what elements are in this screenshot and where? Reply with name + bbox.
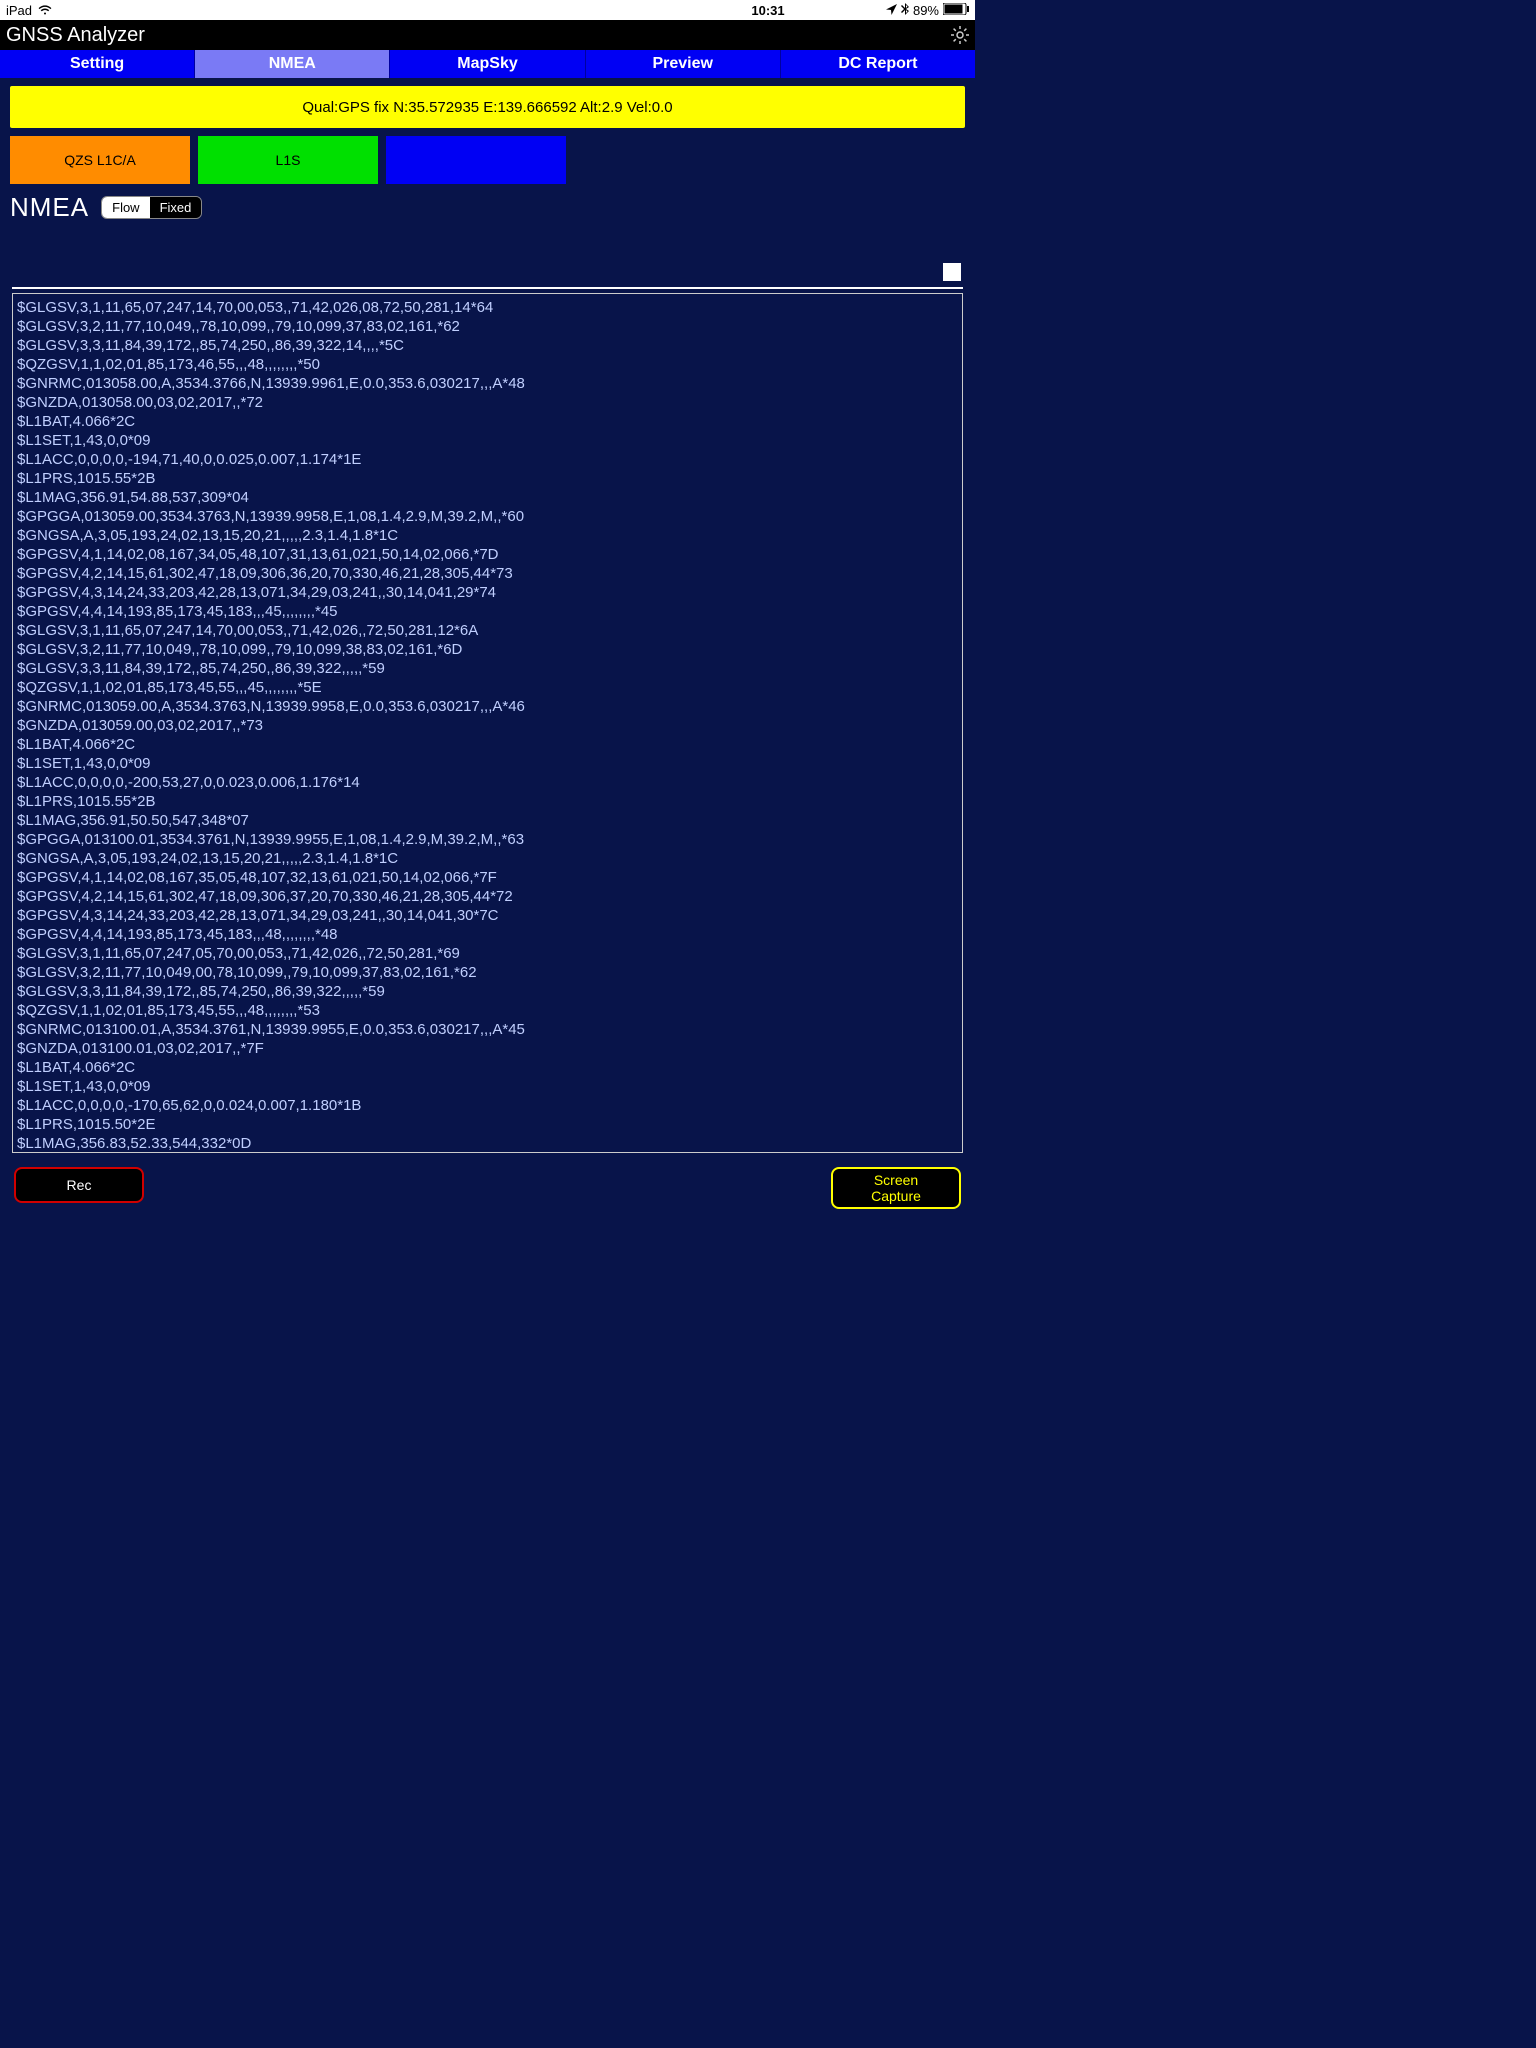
gear-icon[interactable] bbox=[951, 26, 969, 44]
log-line: $QZGSV,1,1,02,01,85,173,45,55,,,48,,,,,,… bbox=[17, 1001, 958, 1020]
divider bbox=[12, 287, 963, 289]
log-line: $GLGSV,3,1,11,65,07,247,14,70,00,053,,71… bbox=[17, 298, 958, 317]
log-line: $L1PRS,1015.55*2B bbox=[17, 792, 958, 811]
log-line: $GNRMC,013058.00,A,3534.3766,N,13939.996… bbox=[17, 374, 958, 393]
log-line: $GLGSV,3,3,11,84,39,172,,85,74,250,,86,3… bbox=[17, 982, 958, 1001]
location-icon bbox=[886, 3, 897, 18]
chip-qzs[interactable]: QZS L1C/A bbox=[10, 136, 190, 184]
log-line: $GNZDA,013059.00,03,02,2017,,*73 bbox=[17, 716, 958, 735]
battery-icon bbox=[943, 3, 969, 18]
tab-dcreport[interactable]: DC Report bbox=[781, 50, 975, 78]
log-line: $L1ACC,0,0,0,0,-170,65,62,0,0.024,0.007,… bbox=[17, 1096, 958, 1115]
log-line: $GLGSV,3,2,11,77,10,049,00,78,10,099,,79… bbox=[17, 963, 958, 982]
battery-pct: 89% bbox=[913, 3, 939, 18]
log-line: $L1BAT,4.066*2C bbox=[17, 735, 958, 754]
log-line: $GLGSV,3,3,11,84,39,172,,85,74,250,,86,3… bbox=[17, 336, 958, 355]
log-line: $L1ACC,0,0,0,0,-194,71,40,0,0.025,0.007,… bbox=[17, 450, 958, 469]
ios-status-bar: iPad 10:31 89% bbox=[0, 0, 975, 20]
segment-fixed[interactable]: Fixed bbox=[150, 197, 202, 218]
log-line: $L1BAT,4.066*2C bbox=[17, 412, 958, 431]
log-line: $GNGSA,A,3,05,193,24,02,13,15,20,21,,,,,… bbox=[17, 526, 958, 545]
log-line: $QZGSV,1,1,02,01,85,173,45,55,,,45,,,,,,… bbox=[17, 678, 958, 697]
log-line: $L1BAT,4.066*2C bbox=[17, 1058, 958, 1077]
log-line: $GLGSV,3,1,11,65,07,247,05,70,00,053,,71… bbox=[17, 944, 958, 963]
chip-l1s[interactable]: L1S bbox=[198, 136, 378, 184]
log-line: $GLGSV,3,3,11,84,39,172,,85,74,250,,86,3… bbox=[17, 659, 958, 678]
chip-connected[interactable]: Connected bbox=[386, 136, 566, 184]
log-line: $L1PRS,1015.55*2B bbox=[17, 469, 958, 488]
log-line: $GPGGA,013100.01,3534.3761,N,13939.9955,… bbox=[17, 830, 958, 849]
log-line: $L1PRS,1015.50*2E bbox=[17, 1115, 958, 1134]
wifi-icon bbox=[38, 3, 52, 18]
log-line: $QZGSV,1,1,02,01,85,173,46,55,,,48,,,,,,… bbox=[17, 355, 958, 374]
app-title: GNSS Analyzer bbox=[6, 24, 145, 47]
log-line: $L1ACC,0,0,0,0,-200,53,27,0,0.023,0.006,… bbox=[17, 773, 958, 792]
tab-setting[interactable]: Setting bbox=[0, 50, 195, 78]
log-line: $GPGSV,4,3,14,24,33,203,42,28,13,071,34,… bbox=[17, 583, 958, 602]
tab-bar: Setting NMEA MapSky Preview DC Report bbox=[0, 50, 975, 78]
flow-fixed-segment[interactable]: Flow Fixed bbox=[101, 196, 202, 219]
app-title-bar: GNSS Analyzer bbox=[0, 20, 975, 50]
log-line: $GLGSV,3,2,11,77,10,049,,78,10,099,,79,1… bbox=[17, 640, 958, 659]
log-line: $L1MAG,356.83,52.33,544,332*0D bbox=[17, 1134, 958, 1153]
log-line: $GPGGA,013059.00,3534.3763,N,13939.9958,… bbox=[17, 507, 958, 526]
log-line: $GPGSV,4,1,14,02,08,167,35,05,48,107,32,… bbox=[17, 868, 958, 887]
log-line: $GPGSV,4,2,14,15,61,302,47,18,09,306,36,… bbox=[17, 564, 958, 583]
log-line: $GNRMC,013100.01,A,3534.3761,N,13939.995… bbox=[17, 1020, 958, 1039]
nmea-log[interactable]: $GLGSV,3,1,11,65,07,247,14,70,00,053,,71… bbox=[12, 293, 963, 1153]
tab-preview[interactable]: Preview bbox=[586, 50, 781, 78]
log-line: $L1MAG,356.91,54.88,537,309*04 bbox=[17, 488, 958, 507]
log-line: $GNGSA,A,3,05,193,24,02,13,15,20,21,,,,,… bbox=[17, 849, 958, 868]
log-line: $L1SET,1,43,0,0*09 bbox=[17, 754, 958, 773]
log-line: $GLGSV,3,2,11,77,10,049,,78,10,099,,79,1… bbox=[17, 317, 958, 336]
tab-mapsky[interactable]: MapSky bbox=[390, 50, 585, 78]
log-line: $L1SET,1,43,0,0*09 bbox=[17, 431, 958, 450]
log-line: $GPGSV,4,4,14,193,85,173,45,183,,,45,,,,… bbox=[17, 602, 958, 621]
log-line: $L1MAG,356.91,50.50,547,348*07 bbox=[17, 811, 958, 830]
rec-button[interactable]: Rec bbox=[14, 1167, 144, 1203]
log-line: $GNZDA,013058.00,03,02,2017,,*72 bbox=[17, 393, 958, 412]
gps-status-strip: Qual:GPS fix N:35.572935 E:139.666592 Al… bbox=[10, 86, 965, 128]
log-line: $L1SET,1,43,0,0*09 bbox=[17, 1077, 958, 1096]
log-line: $GPGSV,4,1,14,02,08,167,34,05,48,107,31,… bbox=[17, 545, 958, 564]
bluetooth-icon bbox=[901, 3, 909, 18]
log-line: $GNRMC,013059.00,A,3534.3763,N,13939.995… bbox=[17, 697, 958, 716]
log-line: $GPGSV,4,2,14,15,61,302,47,18,09,306,37,… bbox=[17, 887, 958, 906]
log-line: $GPGSV,4,3,14,24,33,203,42,28,13,071,34,… bbox=[17, 906, 958, 925]
device-label: iPad bbox=[6, 3, 32, 18]
log-line: $GNZDA,013100.01,03,02,2017,,*7F bbox=[17, 1039, 958, 1058]
log-line: $GLGSV,3,1,11,65,07,247,14,70,00,053,,71… bbox=[17, 621, 958, 640]
clock: 10:31 bbox=[751, 3, 784, 18]
segment-flow[interactable]: Flow bbox=[102, 197, 149, 218]
nmea-header: NMEA Flow Fixed bbox=[10, 192, 965, 223]
tab-nmea[interactable]: NMEA bbox=[195, 50, 390, 78]
signal-chips: QZS L1C/A L1S Connected bbox=[10, 136, 965, 184]
bottom-toolbar: Rec ScreenCapture bbox=[14, 1167, 961, 1209]
screen-capture-label: ScreenCapture bbox=[871, 1172, 921, 1204]
record-indicator bbox=[943, 263, 961, 281]
screen-capture-button[interactable]: ScreenCapture bbox=[831, 1167, 961, 1209]
section-title: NMEA bbox=[10, 192, 89, 223]
log-line: $GPGSV,4,4,14,193,85,173,45,183,,,48,,,,… bbox=[17, 925, 958, 944]
